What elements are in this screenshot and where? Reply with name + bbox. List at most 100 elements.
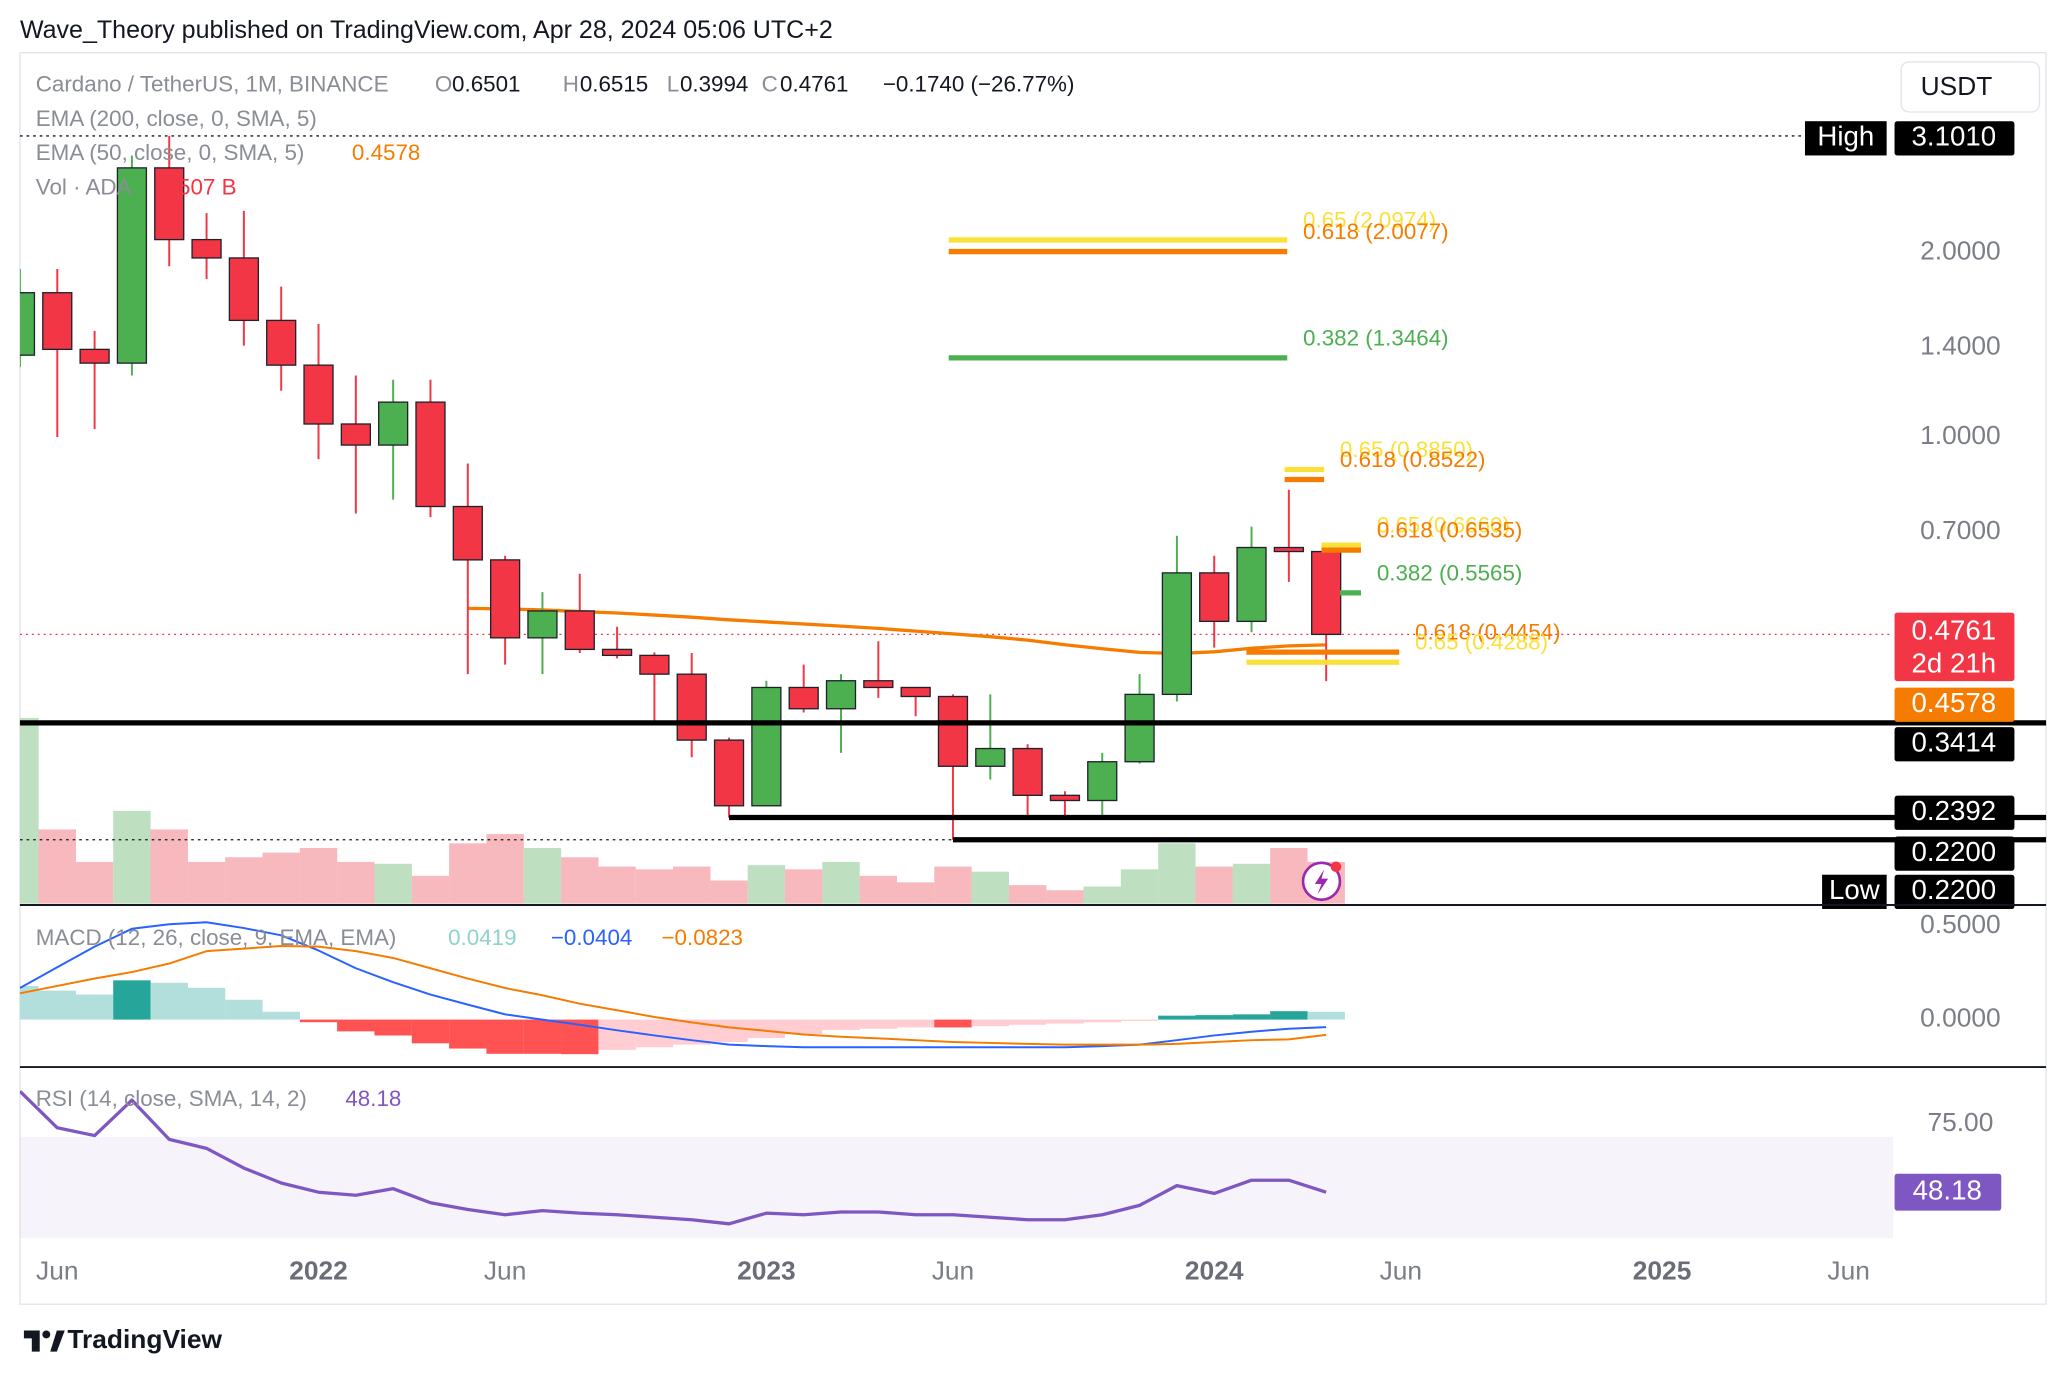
candle-body	[1199, 572, 1230, 623]
macd-histogram-bar	[75, 994, 114, 1020]
legend-key: O	[435, 72, 452, 97]
volume-bar	[225, 857, 263, 904]
macd-histogram-bar	[374, 1019, 412, 1036]
fib-label: 0.65 (0.6660)	[1377, 513, 1510, 538]
fib-label: 0.618 (0.8522)	[1340, 447, 1486, 472]
price-tag-label: Low	[1829, 874, 1881, 905]
price-tag	[1822, 874, 1887, 909]
fib-label: 0.65 (0.4288)	[1415, 630, 1548, 655]
legend-key: H	[563, 72, 579, 97]
rsi-tick-label: 75.00	[1927, 1107, 1993, 1137]
macd-histogram-bar	[822, 1019, 860, 1031]
volume-bar	[262, 852, 300, 904]
candle-body	[1087, 761, 1118, 802]
macd-histogram-bar	[859, 1019, 898, 1029]
currency-label[interactable]: USDT	[1921, 71, 1993, 101]
fib-label: 0.618 (0.6535)	[1377, 518, 1523, 543]
volume-bar	[1195, 866, 1233, 904]
rsi-title: RSI (14, close, SMA, 14, 2)	[36, 1086, 307, 1111]
macd-histogram-bar	[710, 1019, 748, 1043]
candle-body	[1161, 572, 1193, 696]
macd-histogram-bar	[299, 1019, 338, 1023]
candle-body	[863, 680, 894, 689]
volume-bar	[934, 866, 972, 904]
volume-bar	[150, 829, 188, 904]
volume-bar	[449, 843, 487, 904]
macd-tick-label: 0.5000	[1920, 909, 2001, 939]
candle-body	[154, 167, 185, 241]
macd-histogram-bar	[896, 1019, 935, 1028]
volume-bar	[971, 871, 1009, 904]
volume-bar	[822, 861, 860, 904]
legend-ema50-value: 0.4578	[352, 140, 420, 165]
x-tick-label: Jun	[1380, 1256, 1422, 1286]
macd-histogram-bar	[523, 1019, 562, 1054]
x-tick-label: 2025	[1633, 1256, 1692, 1286]
y-tick-label: 1.0000	[1920, 420, 2001, 450]
fib-label: 0.382 (0.5565)	[1377, 560, 1523, 585]
volume-bar	[673, 866, 711, 904]
legend-value: 0.3994	[680, 72, 748, 97]
rsi-badge-label: 48.18	[1913, 1175, 1982, 1206]
macd-histogram-bar	[1232, 1014, 1271, 1020]
fib-label: 0.65 (0.8850)	[1340, 437, 1473, 462]
macd-histogram-bar	[934, 1019, 972, 1028]
candle-body	[191, 238, 222, 259]
candle-body	[79, 348, 110, 364]
legend-ema200: EMA (200, close, 0, SMA, 5)	[36, 106, 317, 131]
price-badge	[1894, 795, 2015, 830]
macd-histogram-bar	[113, 980, 151, 1020]
price-badge-label: 0.2200	[1912, 874, 1997, 905]
price-badge	[1894, 836, 2015, 871]
legend-value: 0.4761	[780, 72, 848, 97]
price-badge-label: 0.2200	[1912, 836, 1997, 867]
candle-body	[415, 401, 446, 508]
volume-bar	[896, 882, 935, 904]
macd-pane	[19, 921, 1345, 1055]
candle-body	[713, 739, 745, 807]
macd-histogram-bar	[38, 990, 76, 1020]
volume-bar	[1232, 863, 1271, 904]
volume-bar	[75, 861, 114, 904]
currency-button[interactable]: USDT	[1900, 61, 2041, 113]
rsi-badge	[1894, 1173, 2002, 1211]
candle-body	[452, 505, 483, 561]
macd-histogram-bar	[411, 1019, 450, 1044]
fib-label: 0.382 (1.3464)	[1303, 325, 1449, 350]
volume-bar	[598, 866, 636, 904]
volume-bar	[299, 847, 338, 904]
macd-histogram-bar	[187, 987, 226, 1020]
macd-histogram-bar	[784, 1019, 823, 1034]
footer-brand: TradingView	[67, 1324, 222, 1354]
volume-bar	[38, 829, 76, 904]
rsi-value: 48.18	[345, 1086, 401, 1111]
volume-bar	[187, 861, 226, 904]
macd-histogram-bar	[598, 1019, 636, 1050]
macd-line	[19, 921, 1327, 1049]
volume-bar	[411, 875, 450, 904]
legend-key: L	[667, 72, 679, 97]
candle-body	[601, 648, 633, 657]
candle-body	[1273, 546, 1305, 553]
legend-key: C	[762, 72, 778, 97]
candle-body	[1311, 550, 1342, 636]
macd-histogram-bar	[1158, 1015, 1196, 1020]
volume-bar	[859, 875, 898, 904]
legend-symbol: Cardano / TetherUS, 1M, BINANCE	[36, 72, 389, 97]
volume-bar	[1083, 886, 1121, 904]
price-badge	[1894, 121, 2015, 156]
candle-body	[900, 686, 931, 698]
published-note: Wave_Theory published on TradingView.com…	[20, 16, 833, 44]
candle-body	[751, 686, 782, 807]
rsi-pane	[19, 1090, 1894, 1239]
candle-body	[116, 167, 148, 364]
macd-histogram-bar	[1307, 1011, 1345, 1020]
candle-body	[937, 695, 969, 767]
candle-body	[788, 686, 819, 710]
candle-body	[1049, 794, 1081, 802]
candle-body	[1124, 693, 1155, 763]
fib-label: 0.618 (2.0077)	[1303, 219, 1449, 244]
candle-body	[564, 610, 595, 651]
